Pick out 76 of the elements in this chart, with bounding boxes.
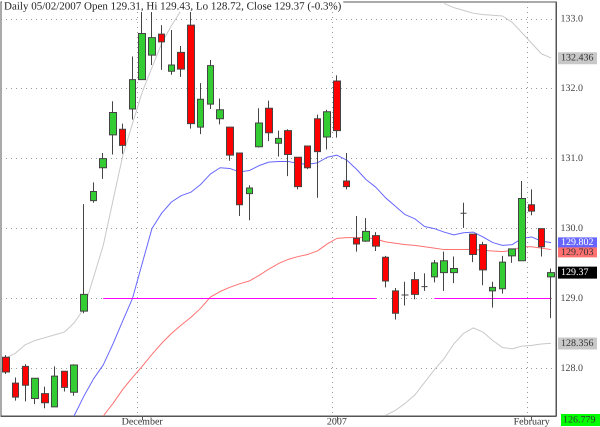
candlestick [528,188,535,216]
candlestick [314,114,321,198]
candlestick [226,126,234,162]
y-tick-label: 128.0 [558,362,583,374]
text: 126.779 [563,414,596,426]
candlestick [41,386,49,409]
candlestick [440,251,448,292]
candlestick [99,152,107,180]
y-tick-label: 129.0 [558,293,583,304]
line-series [385,327,552,416]
candlestick [489,281,496,308]
candlestick [12,377,19,402]
candlestick [372,232,380,252]
y-tick-label: 128.356 [561,338,594,350]
candlestick [51,366,58,408]
candlestick [2,354,10,375]
candlestick [168,29,175,76]
candlestick [119,123,126,154]
candlestick [265,100,273,142]
candlestick [450,256,458,284]
candlestick [460,202,467,228]
candlestick [479,241,487,286]
candlestick [22,364,29,402]
candlestick [362,218,370,242]
candlestick [197,82,204,135]
candlestick [90,182,97,204]
candlestick [207,60,214,110]
candlestick [353,215,360,252]
y-tick-label: 132.436 [561,52,594,64]
line-series [102,237,552,416]
candlestick [138,11,146,80]
candlestick [538,228,545,258]
y-tick-label: 129.37 [561,267,588,278]
candlestick [508,248,516,264]
chart-title: Daily 05/02/2007 Open 129.31, Hi 129.43, Lo 128.72, Close 129.37 (-0.3%) [4,0,342,12]
candlestick [70,364,78,396]
candlestick [216,98,224,125]
candlestick [31,378,39,405]
candlestick [333,74,341,138]
y-tick-label: 129.703 [561,246,594,258]
candlestick [343,152,350,190]
y-tick-label: 131.0 [558,153,583,164]
candlestick [294,156,302,190]
candlestick [392,288,399,320]
candlestick [275,130,282,158]
candlestick [401,281,409,306]
candlestick [187,11,195,130]
candlestick [246,184,253,221]
candlestick [518,180,526,262]
candlestick [129,56,136,120]
line-series [74,154,552,416]
candlestick [61,370,68,392]
candlestick [323,109,331,150]
x-tick-label: February [514,416,550,427]
x-tick-label: 2007 [326,416,347,427]
candlestick [499,255,506,294]
candlestick [158,24,165,70]
y-tick-label: 129.802 [561,236,594,248]
candlestick [547,268,555,319]
candlestick [80,204,88,314]
candlestick [284,128,292,177]
y-tick-label: 133.0 [558,13,583,24]
candlestick [177,46,185,78]
candlestick [469,234,477,263]
candlestick [431,260,438,283]
y-tick-label: 130.0 [558,223,583,234]
candlestick [255,108,263,148]
candlestick [411,271,419,300]
candlestick [148,11,156,66]
candlestick [236,152,243,216]
y-tick-label: 132.0 [558,83,583,94]
candlestick [304,146,311,170]
candlestick [421,272,428,292]
candlestick [382,255,389,288]
x-tick-label: December [122,416,164,427]
candlestick [109,100,117,155]
